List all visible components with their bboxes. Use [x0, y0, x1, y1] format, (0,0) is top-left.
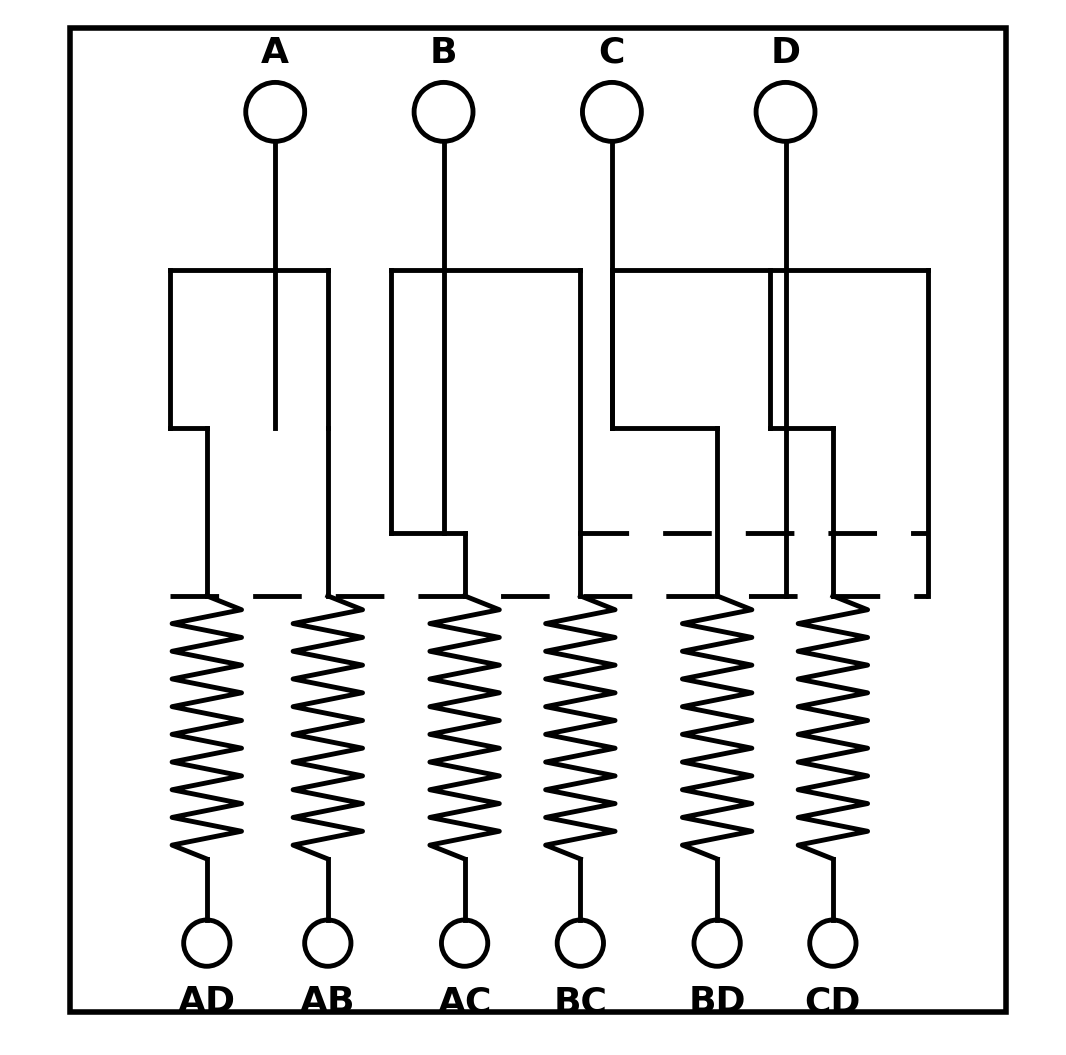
Text: B: B: [430, 36, 457, 70]
Text: D: D: [771, 36, 801, 70]
Text: A: A: [261, 36, 289, 70]
Text: AB: AB: [300, 985, 356, 1019]
Text: C: C: [599, 36, 625, 70]
FancyBboxPatch shape: [70, 27, 1006, 1012]
Text: AD: AD: [178, 985, 236, 1019]
Text: BC: BC: [553, 985, 608, 1019]
Text: CD: CD: [805, 985, 861, 1019]
Text: AC: AC: [437, 985, 491, 1019]
Text: BD: BD: [689, 985, 746, 1019]
